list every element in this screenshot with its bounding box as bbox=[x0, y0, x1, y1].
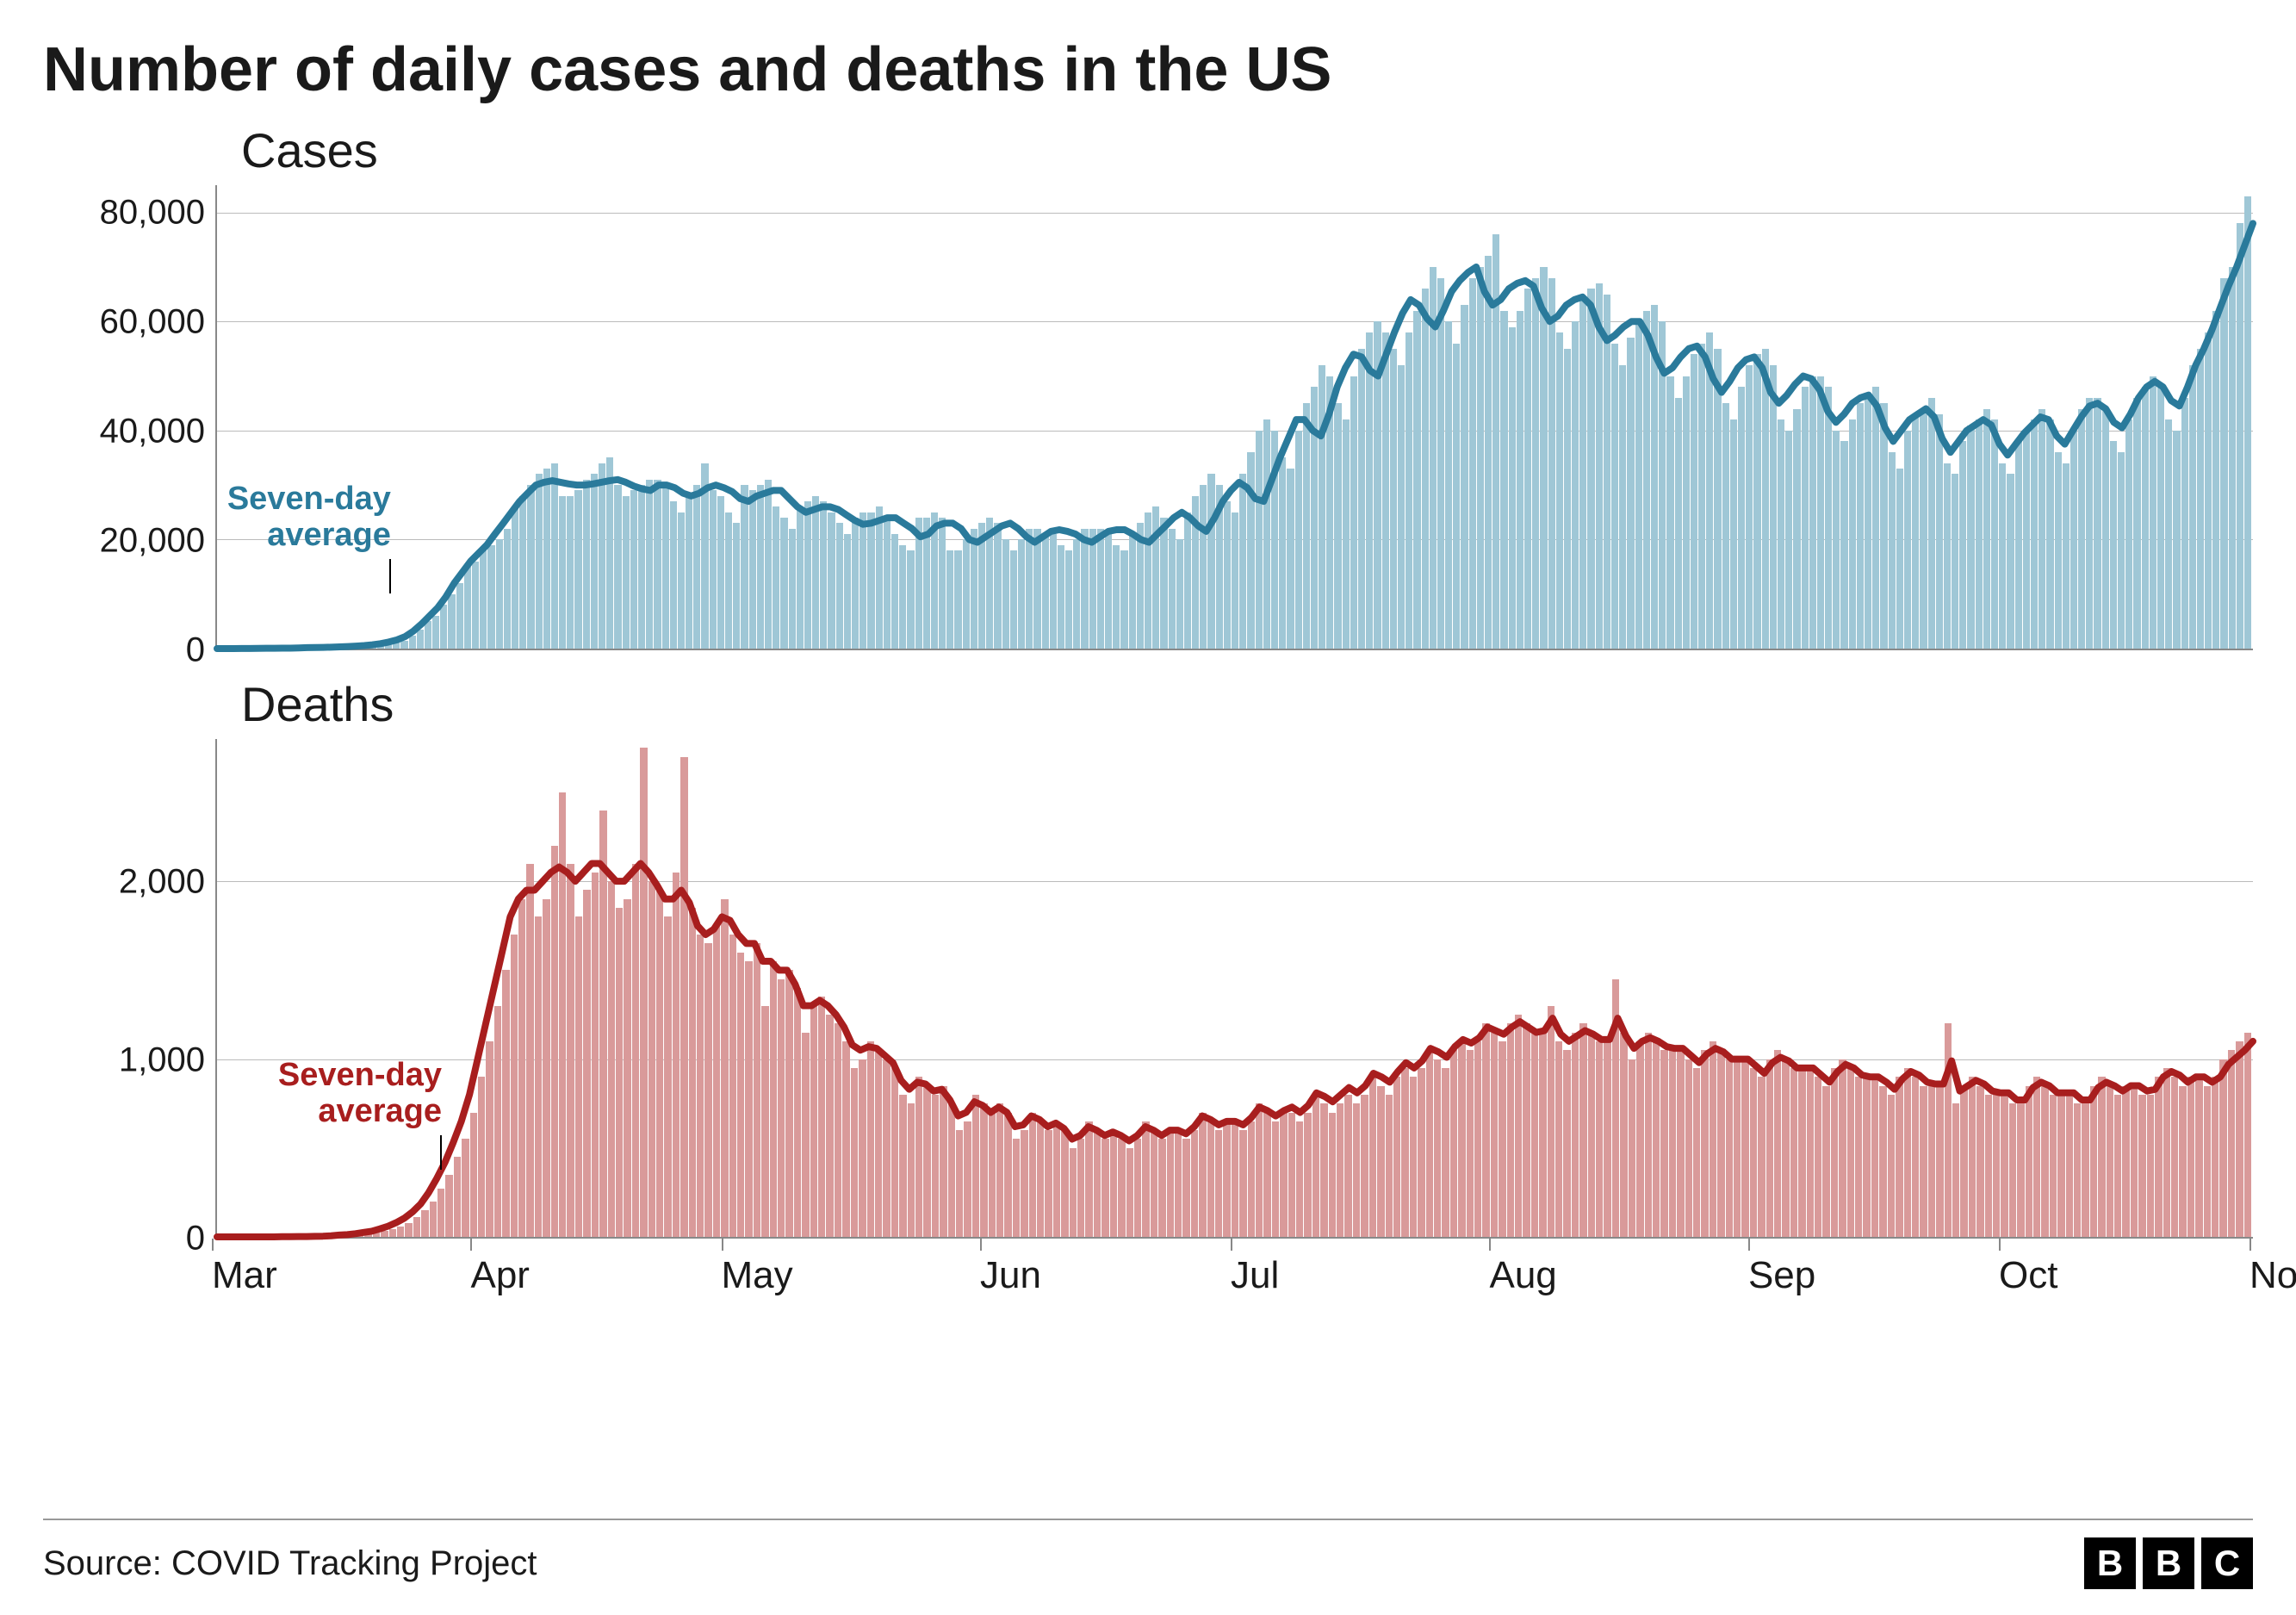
x-tick: Jun bbox=[980, 1239, 1041, 1297]
x-tick: May bbox=[722, 1239, 793, 1297]
x-tick-label: May bbox=[722, 1254, 793, 1296]
cases-chart: Cases 020,00040,00060,00080,000 Seven-da… bbox=[43, 122, 2253, 650]
x-tick-label: Aug bbox=[1489, 1254, 1556, 1296]
x-tick: Aug bbox=[1489, 1239, 1556, 1297]
y-tick-label: 40,000 bbox=[50, 412, 205, 450]
x-tick: Jul bbox=[1231, 1239, 1279, 1297]
y-tick-label: 80,000 bbox=[50, 193, 205, 232]
y-tick-label: 60,000 bbox=[50, 302, 205, 341]
x-tick: Oct bbox=[1999, 1239, 2057, 1297]
x-tick: Nov bbox=[2249, 1239, 2296, 1297]
bbc-logo-c: C bbox=[2201, 1537, 2253, 1589]
x-tick-label: Sep bbox=[1748, 1254, 1815, 1296]
chart-main-title: Number of daily cases and deaths in the … bbox=[43, 34, 2253, 105]
cases-annotation: Seven-day average bbox=[227, 481, 391, 593]
annotation-text: Seven-day bbox=[278, 1057, 442, 1093]
deaths-annotation: Seven-day average bbox=[278, 1058, 442, 1170]
x-tick-label: Oct bbox=[1999, 1254, 2057, 1296]
bbc-logo: B B C bbox=[2084, 1537, 2253, 1589]
x-tick: Sep bbox=[1748, 1239, 1815, 1297]
x-tick-label: Apr bbox=[470, 1254, 529, 1296]
cases-subtitle: Cases bbox=[241, 122, 2253, 178]
bbc-logo-b2: B bbox=[2143, 1537, 2194, 1589]
annotation-text: average bbox=[267, 517, 391, 553]
y-tick-label: 0 bbox=[50, 631, 205, 670]
x-tick-label: Nov bbox=[2249, 1254, 2296, 1296]
source-text: Source: COVID Tracking Project bbox=[43, 1544, 537, 1583]
deaths-plot: Seven-day average bbox=[215, 739, 2253, 1239]
annotation-text: average bbox=[318, 1093, 442, 1129]
deaths-seven-day-line bbox=[217, 739, 2253, 1237]
x-tick-label: Jul bbox=[1231, 1254, 1279, 1296]
deaths-chart: Deaths 0 1,000 2,000 Seven-day average Mar… bbox=[43, 676, 2253, 1290]
cases-y-axis: 020,00040,00060,00080,000 bbox=[43, 185, 215, 650]
annotation-text: Seven-day bbox=[227, 481, 391, 517]
cases-seven-day-line bbox=[217, 185, 2253, 649]
y-tick-label: 2,000 bbox=[50, 862, 205, 901]
x-tick-label: Jun bbox=[980, 1254, 1041, 1296]
y-tick-label: 0 bbox=[50, 1220, 205, 1258]
cases-plot: Seven-day average bbox=[215, 185, 2253, 650]
x-tick: Mar bbox=[212, 1239, 277, 1297]
deaths-subtitle: Deaths bbox=[241, 676, 2253, 732]
footer: Source: COVID Tracking Project B B C bbox=[43, 1519, 2253, 1589]
x-tick-label: Mar bbox=[212, 1254, 277, 1296]
bbc-logo-b1: B bbox=[2084, 1537, 2136, 1589]
x-tick: Apr bbox=[470, 1239, 529, 1297]
x-axis: MarAprMayJunJulAugSepOctNov bbox=[215, 1239, 2253, 1290]
y-tick-label: 20,000 bbox=[50, 521, 205, 560]
y-tick-label: 1,000 bbox=[50, 1040, 205, 1079]
deaths-y-axis: 01,0002,000 bbox=[43, 739, 215, 1239]
